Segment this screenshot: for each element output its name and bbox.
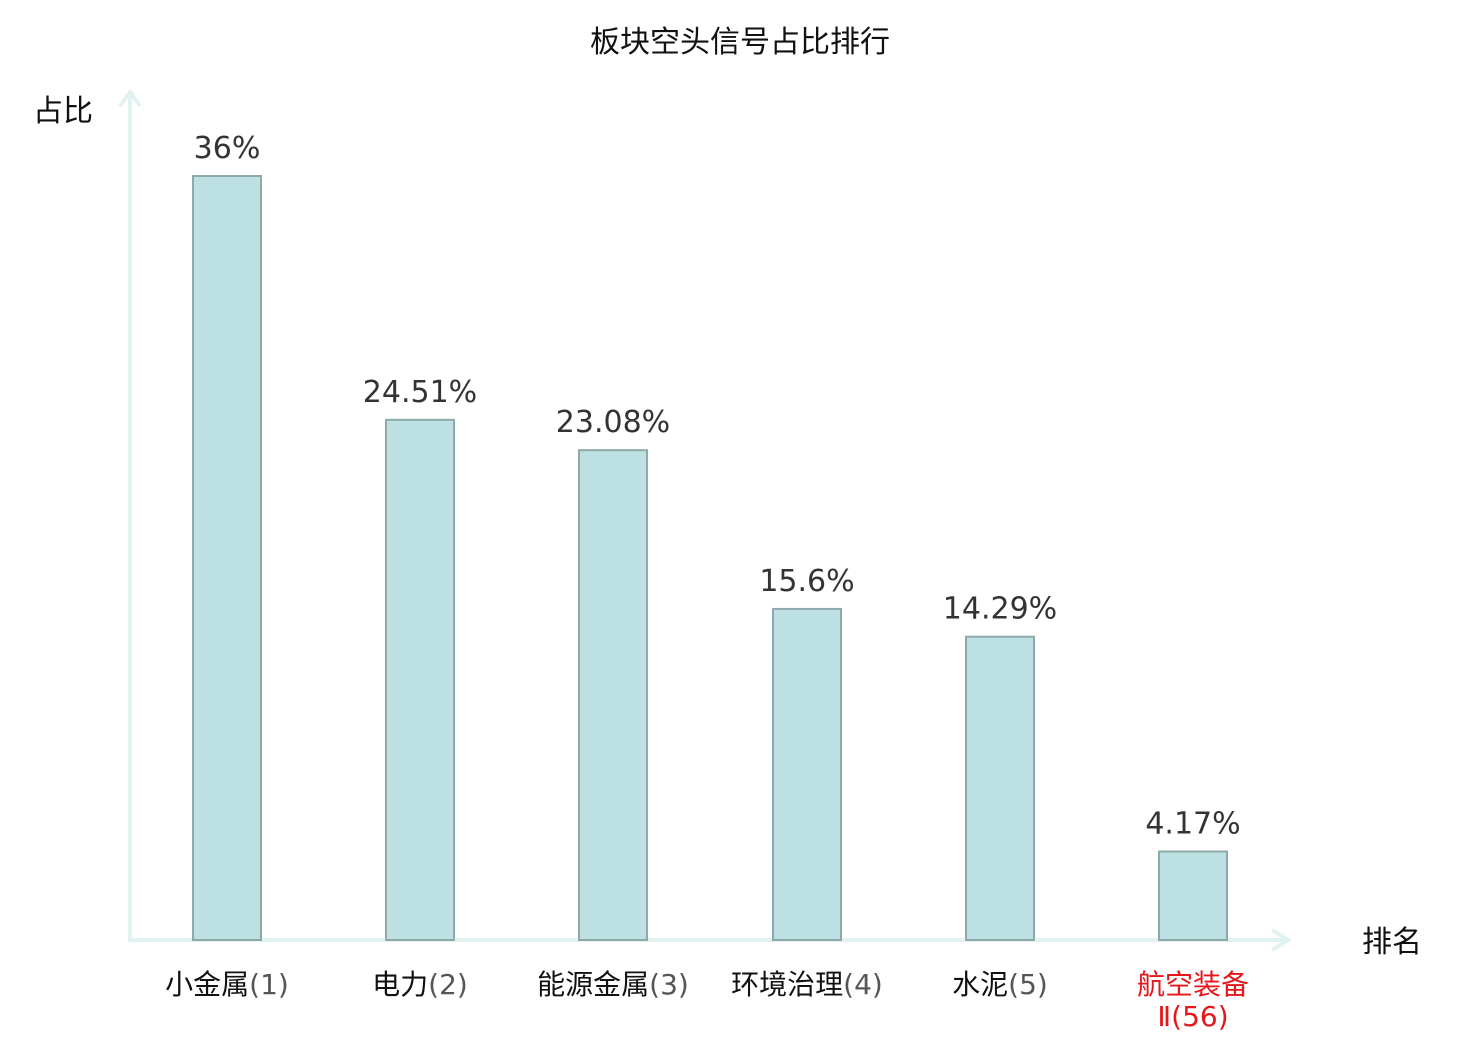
- category-label-1: 小金属(1): [165, 968, 289, 1001]
- x-axis-arrow: [1270, 928, 1292, 952]
- category-name: 环境治理: [731, 968, 843, 1001]
- category-rank: (1): [249, 968, 289, 1001]
- category-name: 航空装备: [1137, 968, 1249, 1001]
- category-rank: (4): [843, 968, 883, 1001]
- category-rank: (2): [428, 968, 468, 1001]
- value-label-2: 24.51%: [363, 375, 477, 410]
- value-label-6: 4.17%: [1145, 807, 1240, 842]
- value-label-3: 23.08%: [556, 405, 670, 440]
- category-label-6: 航空装备: [1137, 968, 1249, 1001]
- category-rank: (5): [1008, 968, 1048, 1001]
- category-label-4: 环境治理(4): [731, 968, 883, 1001]
- y-axis-arrow: [118, 88, 142, 108]
- axes: [118, 88, 1292, 952]
- category-name: 能源金属: [537, 968, 649, 1001]
- chart-title: 板块空头信号占比排行: [590, 25, 890, 60]
- category-label-2: 电力(2): [372, 968, 468, 1001]
- category-label-5: 水泥(5): [952, 968, 1048, 1001]
- value-label-1: 36%: [194, 131, 261, 166]
- bar-4: [772, 607, 842, 942]
- category-name: 水泥: [952, 968, 1008, 1001]
- value-labels: 36% 24.51% 23.08% 15.6% 14.29% 4.17%: [194, 131, 1241, 842]
- category-rank: (3): [649, 968, 689, 1001]
- category-name: 小金属: [165, 968, 249, 1001]
- category-rank: (56): [1171, 1000, 1228, 1033]
- category-name: 电力: [372, 968, 428, 1001]
- value-label-5: 14.29%: [943, 592, 1057, 627]
- bars: [192, 175, 1228, 942]
- x-axis-label: 排名: [1362, 925, 1422, 960]
- value-label-4: 15.6%: [759, 564, 854, 599]
- category-name-suffix: Ⅱ: [1157, 1000, 1171, 1033]
- category-label-3: 能源金属(3): [537, 968, 689, 1001]
- y-axis-label: 占比: [33, 94, 93, 129]
- bar-5: [965, 635, 1035, 941]
- category-label-6-line2: Ⅱ(56): [1157, 1000, 1228, 1033]
- bar-1: [192, 175, 262, 941]
- bar-2: [385, 418, 455, 941]
- bar-6: [1158, 850, 1228, 942]
- bar-3: [578, 449, 648, 941]
